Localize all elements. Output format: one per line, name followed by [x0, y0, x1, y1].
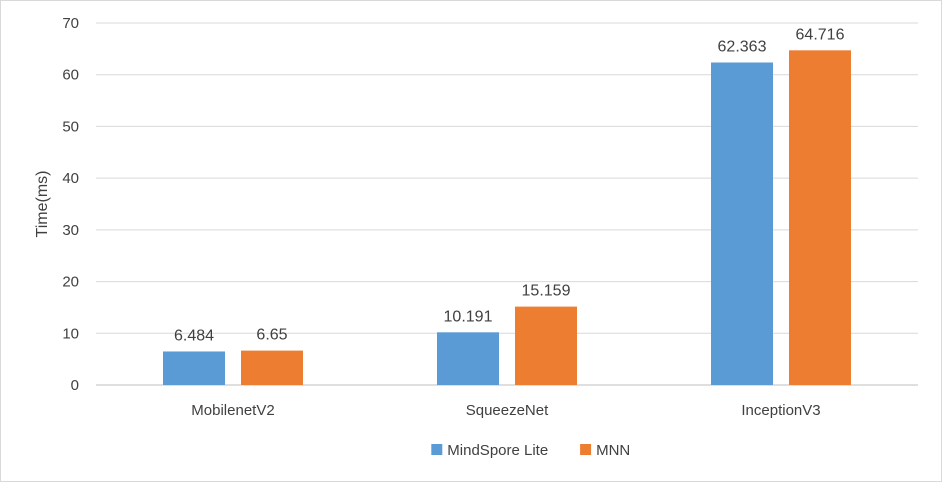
data-label: 10.191	[444, 308, 493, 325]
legend-swatch	[580, 444, 592, 455]
legend-label: MNN	[596, 442, 630, 459]
y-tick-label: 50	[62, 118, 79, 135]
x-category-label: SqueezeNet	[466, 402, 549, 419]
bar	[163, 351, 225, 385]
legend-label: MindSpore Lite	[447, 442, 548, 459]
y-axis-label: Time(ms)	[34, 171, 51, 238]
x-category-label: InceptionV3	[741, 402, 820, 419]
gridlines	[96, 22, 918, 386]
y-tick-label: 30	[62, 222, 79, 239]
x-category-label: MobilenetV2	[191, 402, 274, 419]
legend-swatch	[431, 444, 443, 455]
data-label: 15.159	[522, 283, 571, 300]
y-tick-label: 70	[62, 15, 79, 32]
legend: MindSpore Lite MNN	[431, 442, 630, 459]
y-tick-label: 0	[71, 377, 79, 394]
x-axis-categories: MobilenetV2 SqueezeNet InceptionV3	[191, 402, 820, 419]
bars: 6.484 6.65 10.191 15.159 62.363 64.716	[163, 26, 851, 385]
bar	[711, 62, 773, 385]
y-axis-ticks: 0 10 20 30 40 50 60 70	[62, 15, 79, 394]
bar	[437, 332, 499, 385]
bar	[241, 350, 303, 385]
data-label: 6.484	[174, 327, 214, 344]
y-tick-label: 40	[62, 170, 79, 187]
bar	[789, 50, 851, 385]
y-tick-label: 60	[62, 67, 79, 84]
data-label: 64.716	[796, 26, 845, 43]
bar	[515, 306, 577, 385]
data-label: 6.65	[256, 327, 287, 344]
y-tick-label: 20	[62, 274, 79, 291]
data-label: 62.363	[718, 38, 767, 55]
y-tick-label: 10	[62, 325, 79, 342]
